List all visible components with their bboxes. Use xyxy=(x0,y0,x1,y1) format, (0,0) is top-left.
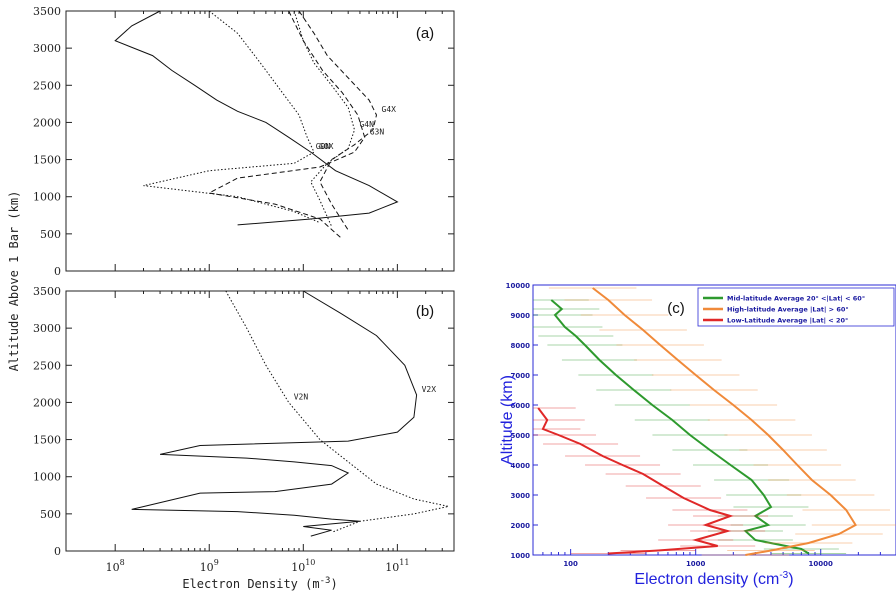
y-tick-label: 4000 xyxy=(511,462,531,470)
series-label: G4N xyxy=(359,120,374,129)
y-tick-label: 2000 xyxy=(33,396,61,409)
y-tick-label: 3500 xyxy=(33,285,61,298)
legend-label: High-latitude Average |Lat| > 60° xyxy=(727,306,849,315)
y-tick-label: 0 xyxy=(54,545,61,558)
panel-c-legend: Mid-latitude Average 20° <|Lat| < 60° Hig… xyxy=(697,287,895,327)
series-line-mid-latitude xyxy=(550,299,810,555)
y-tick-label: 2500 xyxy=(33,79,61,92)
y-tick-label: 5000 xyxy=(511,432,531,440)
series-line-g4x xyxy=(298,10,378,231)
panel-c: 1000 2000 3000 4000 5000 6000 7000 8000 9000 1000… xyxy=(499,282,896,588)
y-tick-label: 8000 xyxy=(511,342,531,350)
panel-b-frame xyxy=(65,290,455,552)
x-tick-label: 109 xyxy=(200,558,219,574)
series-line-v2n xyxy=(225,290,449,533)
y-tick-label: 1000 xyxy=(33,471,61,484)
legend-label: Low-Latitude Average |Lat| < 20° xyxy=(727,317,848,326)
series-label: G3N xyxy=(370,127,385,136)
series-line-g0n xyxy=(114,10,399,226)
x-tick-label: 100 xyxy=(563,560,578,568)
y-tick-label: 1500 xyxy=(33,434,61,447)
panel-a-y-axis-label: Altitude Above 1 Bar (km) xyxy=(7,191,21,372)
panel-b-x-axis-label: Electron Density (m-3) xyxy=(182,576,337,591)
panel-b-y-ticks: 0 500 1000 1500 2000 2500 3000 3500 xyxy=(33,285,454,558)
y-tick-label: 6000 xyxy=(511,402,531,410)
x-tick-label: 10000 xyxy=(809,560,833,568)
panel-c-x-axis-label: Electron density (cm-3) xyxy=(634,570,793,588)
y-tick-label: 3000 xyxy=(33,322,61,335)
series-line-high-latitude xyxy=(592,287,858,556)
panel-a-frame xyxy=(65,10,455,272)
series-label: G0N xyxy=(316,142,331,151)
y-tick-label: 0 xyxy=(54,265,61,278)
panel-c-y-axis-label: Altitude (km) xyxy=(499,375,516,465)
y-tick-label: 2000 xyxy=(511,522,531,530)
panel-c-x-ticks: 100 1000 10000 xyxy=(532,549,896,568)
series-line-v2x xyxy=(131,290,418,537)
x-tick-label: 1000 xyxy=(686,560,706,568)
panel-b-series: V2N V2X xyxy=(131,290,449,537)
series-line-g3n xyxy=(207,10,366,238)
y-tick-label: 1000 xyxy=(511,552,531,560)
series-line-low-latitude xyxy=(537,407,734,555)
panel-b-label: (b) xyxy=(416,303,434,320)
y-tick-label: 500 xyxy=(40,228,61,241)
x-tick-label: 1010 xyxy=(291,558,315,574)
y-tick-label: 2000 xyxy=(33,116,61,129)
series-line-g4n xyxy=(293,10,356,227)
panel-c-series xyxy=(533,287,896,556)
y-tick-label: 2500 xyxy=(33,359,61,372)
x-tick-label: 1011 xyxy=(385,558,409,574)
series-label: G4X xyxy=(382,105,397,114)
legend-box xyxy=(697,287,895,327)
y-tick-label: 1500 xyxy=(33,154,61,167)
panel-b-x-ticks: 108 109 1010 1011 xyxy=(106,291,455,574)
panel-a-label: (a) xyxy=(416,25,434,42)
panel-c-y-ticks: 1000 2000 3000 4000 5000 6000 7000 8000 9000 1000… xyxy=(506,282,538,560)
y-tick-label: 1000 xyxy=(33,191,61,204)
y-tick-label: 3500 xyxy=(33,5,61,18)
y-tick-label: 500 xyxy=(40,508,61,521)
series-label: V2N xyxy=(294,392,309,401)
series-line-g0x xyxy=(143,10,321,224)
x-tick-label: 108 xyxy=(106,558,125,574)
panel-a-x-ticks xyxy=(114,11,455,271)
legend-label: Mid-latitude Average 20° <|Lat| < 60° xyxy=(727,295,865,304)
y-tick-label: 7000 xyxy=(511,372,531,380)
series-label: V2X xyxy=(422,385,437,394)
y-tick-label: 3000 xyxy=(511,492,531,500)
y-tick-label: 10000 xyxy=(506,282,530,290)
y-tick-label: 3000 xyxy=(33,42,61,55)
panel-c-label: (c) xyxy=(667,300,685,317)
y-tick-label: 9000 xyxy=(511,312,531,320)
series-label: G0X xyxy=(319,142,334,151)
panel-a-y-ticks: 0 500 1000 1500 2000 2500 3000 3500 xyxy=(33,5,454,278)
